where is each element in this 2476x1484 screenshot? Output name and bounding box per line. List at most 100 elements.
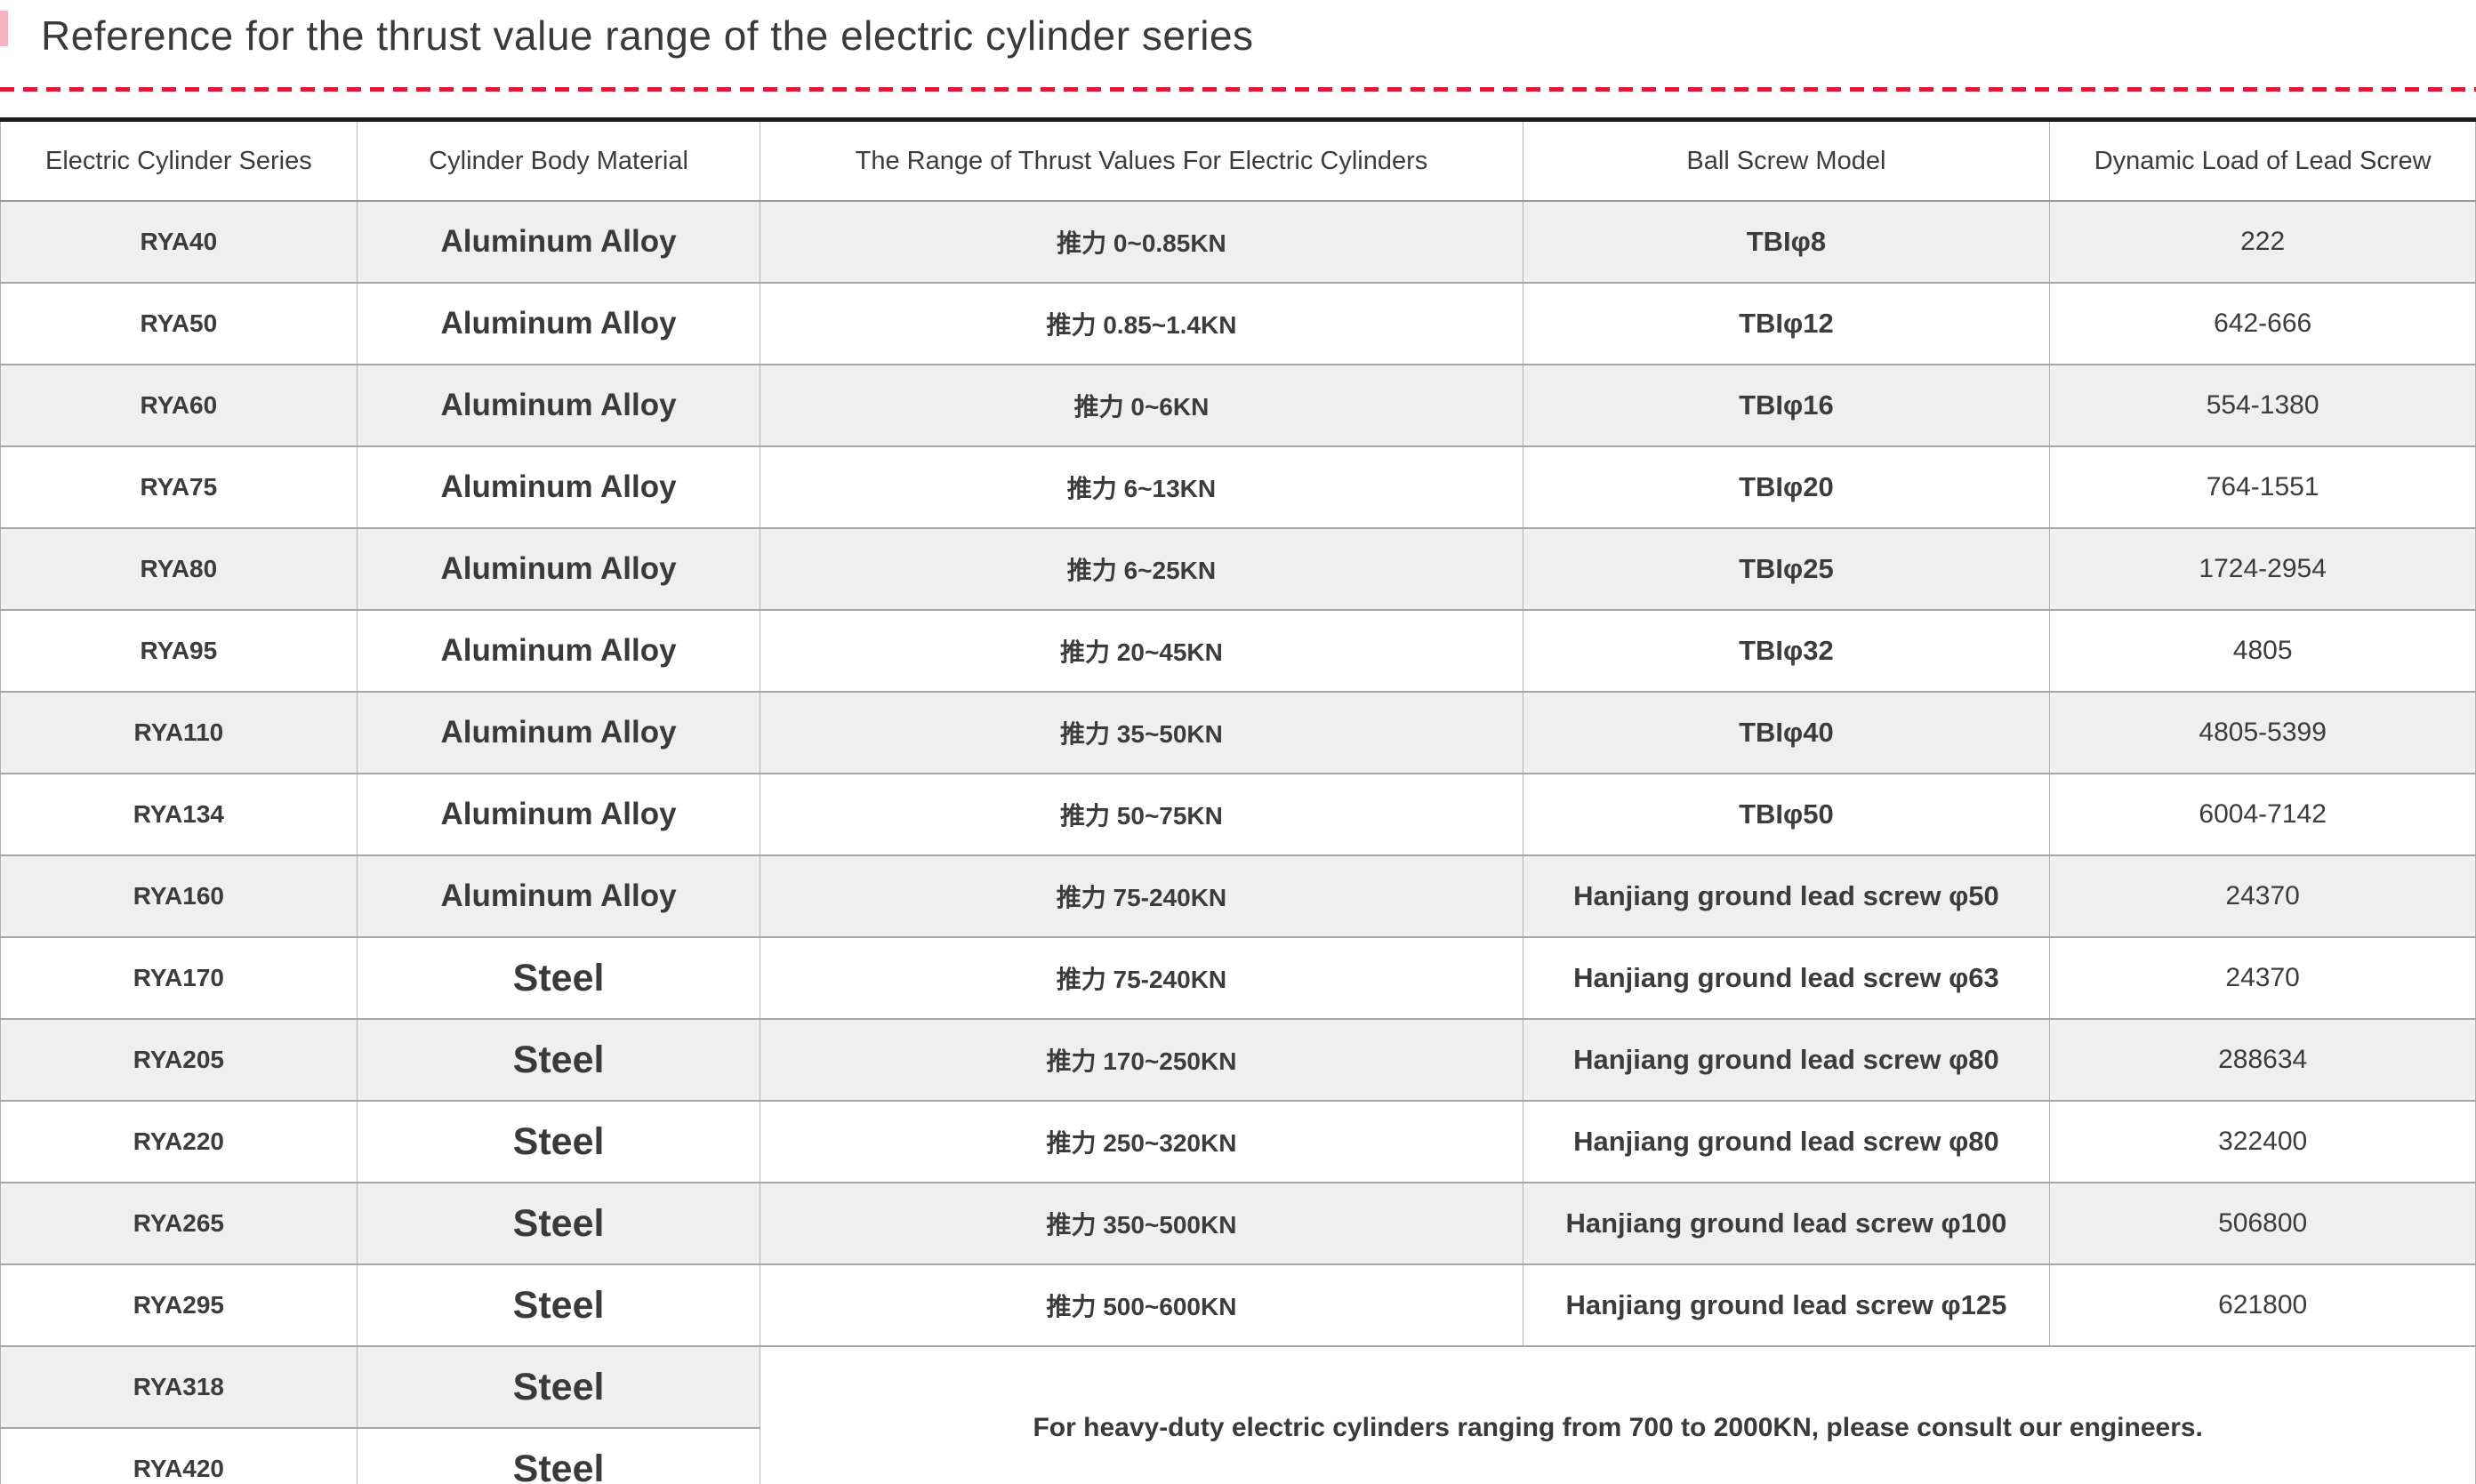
thrust-cell: 推力 0~6KN: [760, 364, 1523, 447]
thrust-cell: 推力 6~13KN: [760, 445, 1523, 529]
thrust-cell: 推力 6~25KN: [760, 527, 1523, 611]
thrust-cell: 推力 170~250KN: [760, 1018, 1523, 1102]
page-title: Reference for the thrust value range of …: [41, 12, 1254, 59]
thrust-spec-table: Electric Cylinder Series Cylinder Body M…: [0, 117, 2476, 1484]
screw-cell: Hanjiang ground lead screw φ80: [1522, 1018, 2051, 1102]
screw-cell: Hanjiang ground lead screw φ63: [1522, 936, 2051, 1020]
load-cell: 4805: [2049, 609, 2476, 693]
thrust-cell: 推力 350~500KN: [760, 1182, 1523, 1265]
thrust-cell: 推力 0~0.85KN: [760, 200, 1523, 284]
table-row: RYA170 Steel 推力 75-240KN Hanjiang ground le…: [0, 936, 2476, 1020]
screw-cell: Hanjiang ground lead screw φ125: [1522, 1263, 2051, 1347]
material-cell: Aluminum Alloy: [356, 364, 761, 447]
material-cell: Steel: [356, 1018, 761, 1102]
table-body: RYA40 Aluminum Alloy 推力 0~0.85KN TBIφ8 222 RY…: [0, 200, 2476, 1484]
screw-cell: TBIφ40: [1522, 691, 2051, 774]
column-header-series: Electric Cylinder Series: [0, 119, 358, 202]
table-row: RYA75 Aluminum Alloy 推力 6~13KN TBIφ20 764-15…: [0, 445, 2476, 529]
table-row: RYA160 Aluminum Alloy 推力 75-240KN Hanjiang …: [0, 854, 2476, 938]
column-header-thrust: The Range of Thrust Values For Electric …: [760, 119, 1523, 202]
table-row: RYA80 Aluminum Alloy 推力 6~25KN TBIφ25 1724-2…: [0, 527, 2476, 611]
screw-cell: TBIφ8: [1522, 200, 2051, 284]
screw-cell: TBIφ50: [1522, 773, 2051, 856]
thrust-cell: 推力 0.85~1.4KN: [760, 282, 1523, 365]
series-cell: RYA60: [0, 364, 358, 447]
series-cell: RYA80: [0, 527, 358, 611]
load-cell: 6004-7142: [2049, 773, 2476, 856]
material-cell: Steel: [356, 1263, 761, 1347]
thrust-cell: 推力 20~45KN: [760, 609, 1523, 693]
thrust-cell: 推力 35~50KN: [760, 691, 1523, 774]
title-accent-bar: [0, 11, 8, 46]
screw-cell: Hanjiang ground lead screw φ100: [1522, 1182, 2051, 1265]
column-header-load: Dynamic Load of Lead Screw: [2049, 119, 2476, 202]
series-cell: RYA110: [0, 691, 358, 774]
thrust-cell: 推力 250~320KN: [760, 1100, 1523, 1183]
header-row: Electric Cylinder Series Cylinder Body M…: [0, 119, 2476, 202]
load-cell: 554-1380: [2049, 364, 2476, 447]
table-row: RYA265 Steel 推力 350~500KN Hanjiang ground l…: [0, 1182, 2476, 1265]
column-header-material: Cylinder Body Material: [356, 119, 761, 202]
screw-cell: Hanjiang ground lead screw φ50: [1522, 854, 2051, 938]
load-cell: 506800: [2049, 1182, 2476, 1265]
screw-cell: TBIφ32: [1522, 609, 2051, 693]
load-cell: 621800: [2049, 1263, 2476, 1347]
thrust-cell: 推力 500~600KN: [760, 1263, 1523, 1347]
material-cell: Aluminum Alloy: [356, 282, 761, 365]
material-cell: Steel: [356, 936, 761, 1020]
material-cell: Steel: [356, 1100, 761, 1183]
column-header-screw: Ball Screw Model: [1522, 119, 2051, 202]
series-cell: RYA295: [0, 1263, 358, 1347]
load-cell: 642-666: [2049, 282, 2476, 365]
load-cell: 764-1551: [2049, 445, 2476, 529]
series-cell: RYA265: [0, 1182, 358, 1265]
material-cell: Aluminum Alloy: [356, 527, 761, 611]
table-row: RYA40 Aluminum Alloy 推力 0~0.85KN TBIφ8 222: [0, 200, 2476, 284]
series-cell: RYA50: [0, 282, 358, 365]
material-cell: Steel: [356, 1427, 761, 1484]
series-cell: RYA75: [0, 445, 358, 529]
load-cell: 222: [2049, 200, 2476, 284]
screw-cell: TBIφ20: [1522, 445, 2051, 529]
screw-cell: TBIφ16: [1522, 364, 2051, 447]
table-header: Electric Cylinder Series Cylinder Body M…: [0, 119, 2476, 202]
screw-cell: Hanjiang ground lead screw φ80: [1522, 1100, 2051, 1183]
material-cell: Aluminum Alloy: [356, 854, 761, 938]
material-cell: Aluminum Alloy: [356, 691, 761, 774]
series-cell: RYA220: [0, 1100, 358, 1183]
load-cell: 288634: [2049, 1018, 2476, 1102]
series-cell: RYA205: [0, 1018, 358, 1102]
load-cell: 24370: [2049, 936, 2476, 1020]
table-row: RYA205 Steel 推力 170~250KN Hanjiang ground l…: [0, 1018, 2476, 1102]
table-row: RYA420 Steel: [0, 1427, 2476, 1484]
screw-cell: TBIφ25: [1522, 527, 2051, 611]
table-row: RYA318 Steel For heavy-duty electric cylin…: [0, 1345, 2476, 1484]
load-cell: 4805-5399: [2049, 691, 2476, 774]
table-row: RYA60 Aluminum Alloy 推力 0~6KN TBIφ16 554-138…: [0, 364, 2476, 447]
table-row: RYA295 Steel 推力 500~600KN Hanjiang ground l…: [0, 1263, 2476, 1347]
series-cell: RYA134: [0, 773, 358, 856]
material-cell: Steel: [356, 1182, 761, 1265]
material-cell: Steel: [356, 1345, 761, 1429]
load-cell: 1724-2954: [2049, 527, 2476, 611]
series-cell: RYA40: [0, 200, 358, 284]
table-row: RYA95 Aluminum Alloy 推力 20~45KN TBIφ32 4805: [0, 609, 2476, 693]
material-cell: Aluminum Alloy: [356, 609, 761, 693]
table-row: RYA220 Steel 推力 250~320KN Hanjiang ground l…: [0, 1100, 2476, 1183]
table-row: RYA110 Aluminum Alloy 推力 35~50KN TBIφ40 4805…: [0, 691, 2476, 774]
series-cell: RYA160: [0, 854, 358, 938]
heavy-duty-note-cell: For heavy-duty electric cylinders rangin…: [760, 1345, 2476, 1484]
screw-cell: TBIφ12: [1522, 282, 2051, 365]
dashed-divider: [0, 87, 2476, 92]
material-cell: Aluminum Alloy: [356, 445, 761, 529]
thrust-cell: 推力 50~75KN: [760, 773, 1523, 856]
material-cell: Aluminum Alloy: [356, 773, 761, 856]
series-cell: RYA318: [0, 1345, 358, 1429]
load-cell: 322400: [2049, 1100, 2476, 1183]
series-cell: RYA170: [0, 936, 358, 1020]
thrust-cell: 推力 75-240KN: [760, 936, 1523, 1020]
table-row: RYA134 Aluminum Alloy 推力 50~75KN TBIφ50 6004…: [0, 773, 2476, 856]
series-cell: RYA95: [0, 609, 358, 693]
series-cell: RYA420: [0, 1427, 358, 1484]
